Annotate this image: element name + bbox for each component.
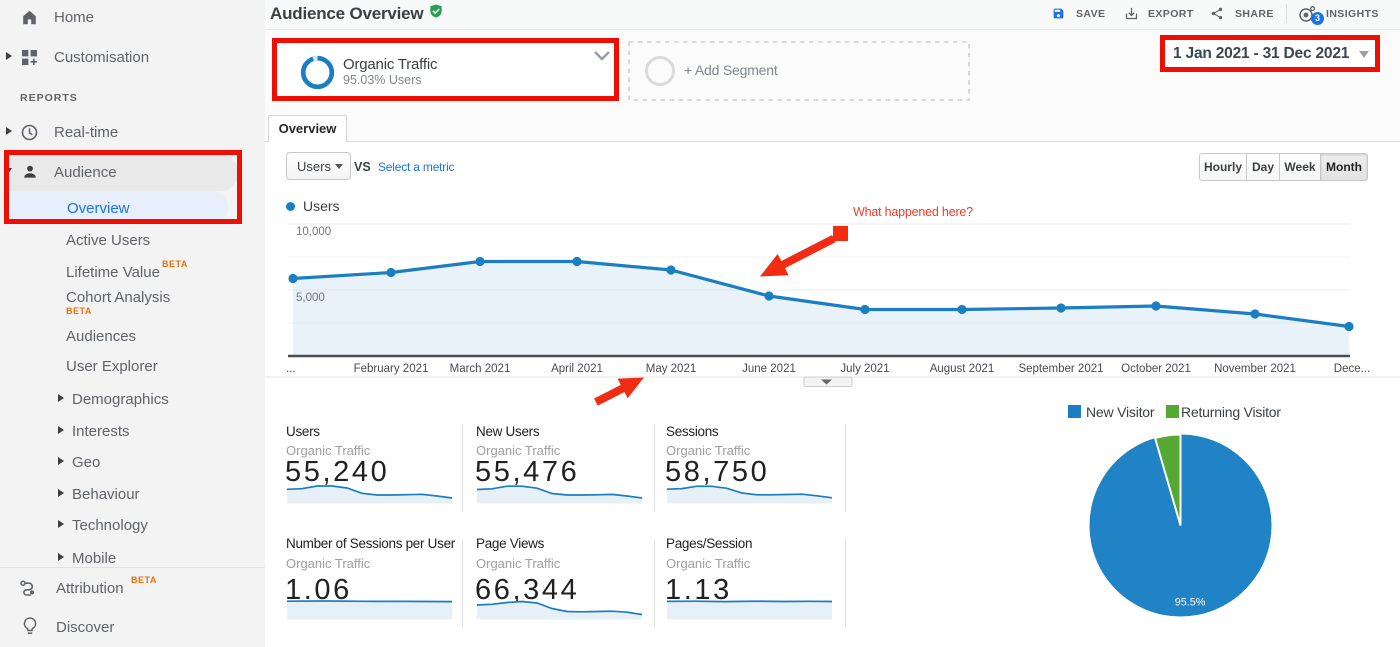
- svg-text:10,000: 10,000: [296, 226, 331, 238]
- svg-text:April 2021: April 2021: [551, 363, 603, 375]
- svg-text:September 2021: September 2021: [1018, 363, 1103, 375]
- svg-text:...: ...: [286, 363, 296, 375]
- svg-text:November 2021: November 2021: [1214, 363, 1296, 375]
- svg-text:February 2021: February 2021: [354, 363, 429, 375]
- svg-text:March 2021: March 2021: [450, 363, 511, 375]
- svg-text:October 2021: October 2021: [1121, 363, 1191, 375]
- svg-text:June 2021: June 2021: [742, 363, 796, 375]
- svg-text:August 2021: August 2021: [930, 363, 995, 375]
- svg-text:5,000: 5,000: [296, 292, 325, 304]
- svg-text:95.5%: 95.5%: [1175, 597, 1206, 609]
- svg-text:Dece...: Dece...: [1334, 363, 1370, 375]
- svg-text:July 2021: July 2021: [840, 363, 889, 375]
- svg-text:May 2021: May 2021: [646, 363, 697, 375]
